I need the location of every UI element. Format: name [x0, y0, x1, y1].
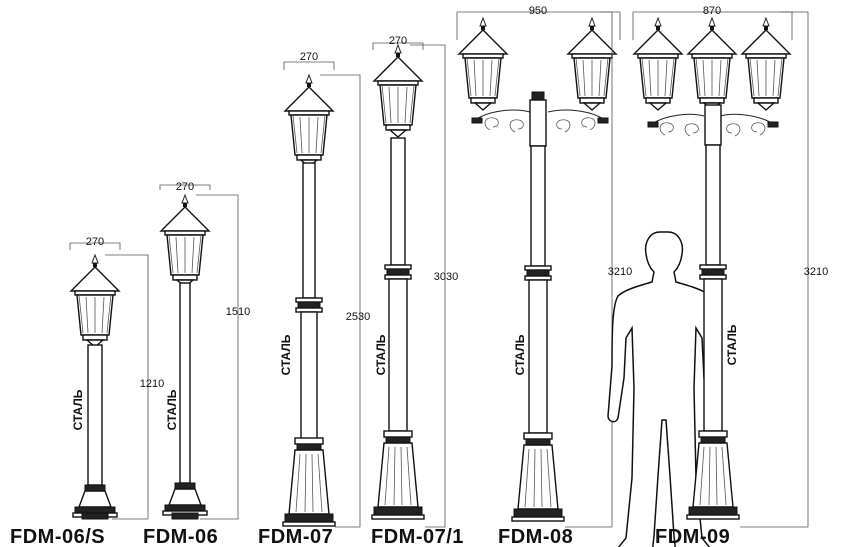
- lamp-fdm-07-1: 270 3030 СТАЛЬ: [371, 35, 458, 528]
- lamp-fdm-08: 950 3210 СТАЛЬ: [456, 5, 632, 528]
- material-label-fdm-06s: СТАЛЬ: [71, 389, 85, 430]
- lamp-fdm-06: 270 1510 СТАЛЬ: [159, 181, 250, 520]
- material-label-fdm-06: СТАЛЬ: [165, 389, 179, 430]
- material-label-fdm-09: СТАЛЬ: [725, 324, 739, 365]
- dim-width-fdm-07-1: 270: [389, 35, 407, 47]
- lamp-fdm-09: 870 3210 СТАЛЬ: [632, 5, 828, 528]
- dim-height-fdm-07-1: 3030: [434, 271, 458, 283]
- model-label-fdm-07: FDM-07: [258, 526, 333, 547]
- dim-width-fdm-08: 950: [529, 5, 547, 17]
- material-label-fdm-07-1: СТАЛЬ: [374, 334, 388, 375]
- dim-height-fdm-06: 1510: [226, 306, 250, 318]
- human-silhouette: [607, 231, 721, 547]
- material-label-fdm-08: СТАЛЬ: [513, 334, 527, 375]
- model-label-fdm-06s: FDM-06/S: [10, 526, 105, 547]
- model-label-fdm-06: FDM-06: [143, 526, 218, 547]
- lamp-fdm-06s: 270 1210 СТАЛЬ: [69, 236, 164, 520]
- dim-width-fdm-06: 270: [176, 181, 194, 193]
- dim-width-fdm-06s: 270: [86, 236, 104, 248]
- dim-width-fdm-07: 270: [300, 51, 318, 63]
- dim-width-fdm-09: 870: [703, 5, 721, 17]
- dim-height-fdm-08: 3210: [608, 266, 632, 278]
- dim-height-fdm-09: 3210: [804, 266, 828, 278]
- material-label-fdm-07: СТАЛЬ: [279, 334, 293, 375]
- model-label-fdm-07-1: FDM-07/1: [371, 526, 464, 547]
- model-label-fdm-09: FDM-09: [655, 526, 730, 547]
- lamp-fdm-07: 270 2530 СТАЛЬ: [279, 51, 370, 528]
- model-label-fdm-08: FDM-08: [498, 526, 573, 547]
- dim-height-fdm-07: 2530: [346, 311, 370, 323]
- dim-height-fdm-06s: 1210: [140, 378, 164, 390]
